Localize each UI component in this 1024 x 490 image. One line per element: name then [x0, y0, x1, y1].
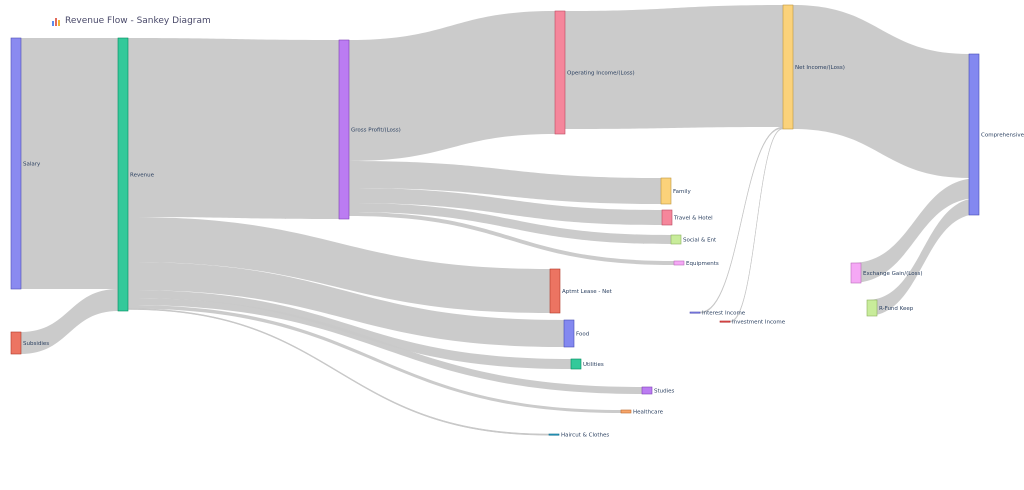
- node-label-comprehensive: Comprehensive Income/(Loss): [981, 133, 1024, 139]
- node-label-gross: Gross Profit/(Loss): [351, 128, 401, 134]
- node-gross[interactable]: [338, 39, 350, 220]
- node-label-salary: Salary: [23, 162, 41, 168]
- link-revenue-to-utilities[interactable]: [128, 290, 571, 369]
- link-gross-to-family[interactable]: [349, 161, 661, 204]
- bar-chart-icon: [52, 17, 60, 26]
- link-net-to-comprehensive[interactable]: [793, 5, 969, 178]
- node-label-haircut: Haircut & Clothes: [561, 433, 609, 439]
- node-revenue[interactable]: [117, 37, 129, 312]
- node-label-operating: Operating Income/(Loss): [567, 71, 635, 77]
- diagram-title: Revenue Flow - Sankey Diagram: [52, 16, 211, 26]
- link-subsidies-to-revenue[interactable]: [21, 289, 118, 354]
- nodes-layer: Salary Subsidies Revenue Gross Profit/(Loss…: [10, 4, 1024, 439]
- link-gross-to-operating[interactable]: [349, 11, 555, 161]
- node-rfund[interactable]: [866, 299, 878, 317]
- node-salary[interactable]: [10, 37, 22, 290]
- node-label-travel: Travel & Hotel: [673, 216, 713, 222]
- node-operating[interactable]: [554, 10, 566, 135]
- node-label-food: Food: [576, 332, 589, 338]
- node-label-rfund: R-Fund Keep: [879, 306, 914, 312]
- link-revenue-to-aptmt[interactable]: [128, 217, 550, 313]
- node-net[interactable]: [782, 4, 794, 130]
- node-label-studies: Studies: [654, 389, 675, 395]
- node-travel[interactable]: [661, 209, 673, 226]
- node-label-equipments: Equipments: [686, 261, 719, 267]
- link-comprehensive-to-rfund[interactable]: [867, 198, 979, 316]
- node-aptmt[interactable]: [549, 268, 561, 314]
- link-salary-to-revenue[interactable]: [21, 38, 118, 289]
- node-investment[interactable]: [719, 320, 731, 323]
- link-gross-to-social[interactable]: [349, 203, 671, 244]
- node-interest[interactable]: [689, 311, 701, 314]
- node-haircut[interactable]: [548, 433, 560, 436]
- link-operating-to-net[interactable]: [565, 5, 783, 129]
- node-label-social: Social & Ent: [683, 238, 717, 244]
- node-utilities[interactable]: [570, 358, 582, 370]
- node-comprehensive[interactable]: [968, 53, 980, 216]
- node-healthcare[interactable]: [620, 409, 632, 414]
- node-label-utilities: Utilities: [583, 362, 604, 368]
- links-layer: [21, 5, 979, 436]
- link-gross-to-equipments[interactable]: [349, 212, 674, 265]
- node-label-revenue: Revenue: [130, 173, 155, 179]
- node-label-interest: Interest Income: [702, 311, 746, 317]
- node-label-exchange: Exchange Gain/(Loss): [863, 271, 922, 277]
- node-food[interactable]: [563, 319, 575, 348]
- node-label-net: Net Income/(Loss): [795, 65, 845, 71]
- node-equipments[interactable]: [673, 260, 685, 266]
- node-family[interactable]: [660, 177, 672, 205]
- node-label-investment: Investment Income: [732, 320, 786, 326]
- node-label-healthcare: Healthcare: [633, 410, 664, 416]
- node-label-subsidies: Subsidies: [23, 341, 49, 347]
- link-gross-to-travel[interactable]: [349, 188, 662, 225]
- link-revenue-to-studies[interactable]: [128, 298, 642, 394]
- diagram-title-text: Revenue Flow - Sankey Diagram: [65, 16, 211, 26]
- node-label-aptmt: Aptmt Lease - Net: [562, 289, 613, 295]
- link-revenue-to-healthcare[interactable]: [128, 305, 621, 413]
- link-revenue-to-food[interactable]: [128, 262, 564, 347]
- node-exchange[interactable]: [850, 262, 862, 284]
- link-comprehensive-to-exchange[interactable]: [851, 178, 979, 283]
- link-investment-to-net[interactable]: [729, 127, 784, 323]
- node-studies[interactable]: [641, 386, 653, 395]
- node-subsidies[interactable]: [10, 331, 22, 355]
- node-social[interactable]: [670, 234, 682, 245]
- link-revenue-to-gross[interactable]: [128, 38, 339, 219]
- node-label-family: Family: [673, 189, 691, 195]
